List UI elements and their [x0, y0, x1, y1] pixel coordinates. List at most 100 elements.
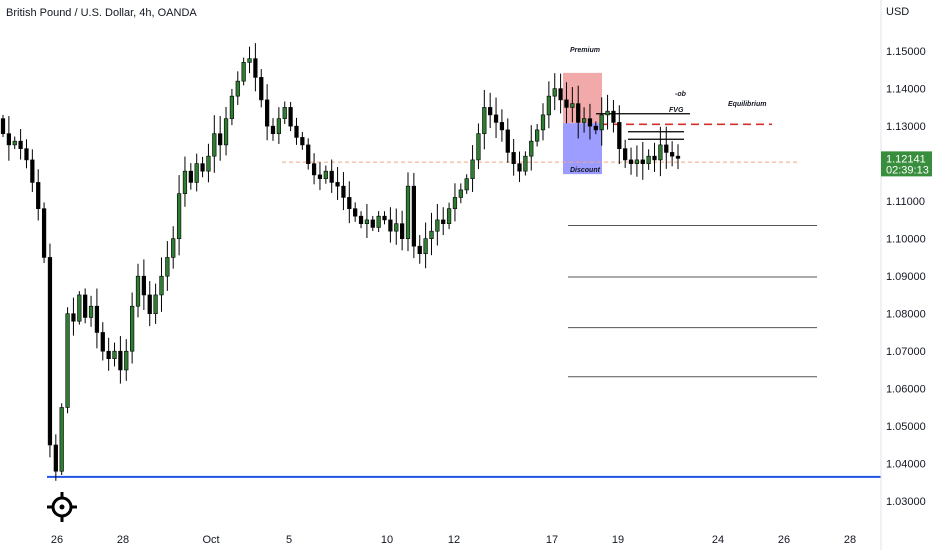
candle: [194, 153, 199, 192]
candle-body: [165, 257, 170, 277]
candle: [552, 73, 557, 111]
candle-body: [511, 152, 516, 164]
candle-body: [71, 313, 76, 322]
candle-body: [306, 144, 311, 164]
candle: [464, 174, 469, 194]
candle: [634, 145, 640, 177]
candle-body: [294, 125, 299, 138]
candle: [564, 82, 569, 124]
candle-body: [259, 77, 264, 101]
candle: [646, 149, 651, 170]
candle-body: [429, 230, 434, 239]
candle: [505, 118, 510, 163]
candle: [311, 153, 317, 185]
candle-body: [540, 114, 546, 131]
price-tag-countdown: 02:39:13: [886, 164, 929, 176]
candle: [517, 151, 522, 183]
price-tick-label: 1.05000: [886, 421, 926, 433]
candle: [446, 202, 452, 230]
candle: [223, 106, 229, 156]
candle-body: [675, 155, 681, 159]
candle: [83, 288, 88, 324]
candle: [593, 121, 598, 135]
last-price-tag: 1.12141 02:39:13: [881, 151, 932, 177]
candle: [147, 281, 152, 327]
candle-body: [200, 163, 205, 172]
currency-label: USD: [886, 6, 909, 18]
candle-body: [405, 185, 411, 239]
candle-body: [329, 170, 334, 183]
candle-body: [646, 155, 651, 164]
candle: [276, 107, 281, 144]
candle-body: [153, 294, 158, 314]
time-tick-label: 24: [712, 534, 724, 546]
candle-body: [24, 148, 29, 161]
candle: [417, 235, 422, 264]
candle: [429, 212, 434, 256]
candle-body: [423, 238, 428, 254]
candle-body: [159, 275, 164, 296]
candle: [482, 89, 487, 150]
candle-body: [394, 223, 399, 232]
candle-body: [229, 95, 235, 119]
price-axis[interactable]: 1.150001.140001.130001.120001.110001.100…: [886, 46, 926, 508]
candles-layer: [0, 43, 681, 481]
order-block-label: -ob: [675, 91, 687, 98]
candle-body: [417, 245, 422, 254]
time-axis[interactable]: 26 28 Oct 5 10 12 17 19 24 26 28: [51, 534, 856, 546]
candle-body: [206, 155, 211, 172]
candle: [599, 97, 604, 146]
candle-body: [546, 95, 551, 116]
candle: [36, 169, 41, 221]
candle-body: [241, 62, 246, 82]
fvg-label: FVG: [669, 107, 684, 114]
time-tick-label: 26: [778, 534, 790, 546]
price-tick-label: 1.03000: [886, 496, 926, 508]
premium-label: Premium: [570, 47, 600, 54]
candle-body: [106, 350, 111, 360]
candle-body: [130, 305, 135, 352]
candle-body: [94, 305, 100, 333]
premium-zone: [563, 72, 602, 124]
candle-body: [634, 159, 640, 164]
candle-body: [30, 159, 35, 183]
candle: [288, 101, 293, 132]
time-tick-label: 5: [286, 534, 292, 546]
candle-body: [270, 125, 276, 134]
candle: [259, 69, 264, 108]
candle: [400, 210, 405, 251]
candle: [88, 295, 94, 327]
candle-body: [188, 170, 193, 183]
candle: [171, 226, 176, 269]
candle-body: [36, 182, 41, 209]
candle-body: [482, 107, 487, 134]
candle-body: [464, 178, 469, 191]
candle-body: [276, 118, 281, 134]
candle-body: [212, 133, 217, 157]
candle: [587, 103, 593, 140]
candle: [540, 103, 546, 141]
time-tick-label: 10: [381, 534, 393, 546]
candle: [53, 434, 58, 481]
candle-body: [564, 99, 569, 108]
candle-body: [570, 103, 575, 108]
candle: [94, 288, 100, 349]
candle: [335, 167, 340, 201]
candle-body: [499, 122, 505, 131]
candle: [576, 85, 581, 139]
chart-title: British Pound / U.S. Dollar, 4h, OANDA: [6, 7, 197, 19]
candle: [247, 46, 252, 74]
candle-body: [529, 140, 534, 157]
candle-body: [640, 159, 645, 164]
candle: [294, 117, 299, 145]
price-tick-label: 1.15000: [886, 46, 926, 58]
candle-body: [652, 155, 657, 161]
candle: [523, 151, 528, 176]
candle: [124, 339, 129, 381]
candle-body: [12, 140, 17, 146]
crosshair-target-icon[interactable]: [47, 492, 77, 522]
candle-body: [218, 133, 223, 146]
candle-body: [388, 219, 393, 232]
candle: [188, 163, 193, 190]
